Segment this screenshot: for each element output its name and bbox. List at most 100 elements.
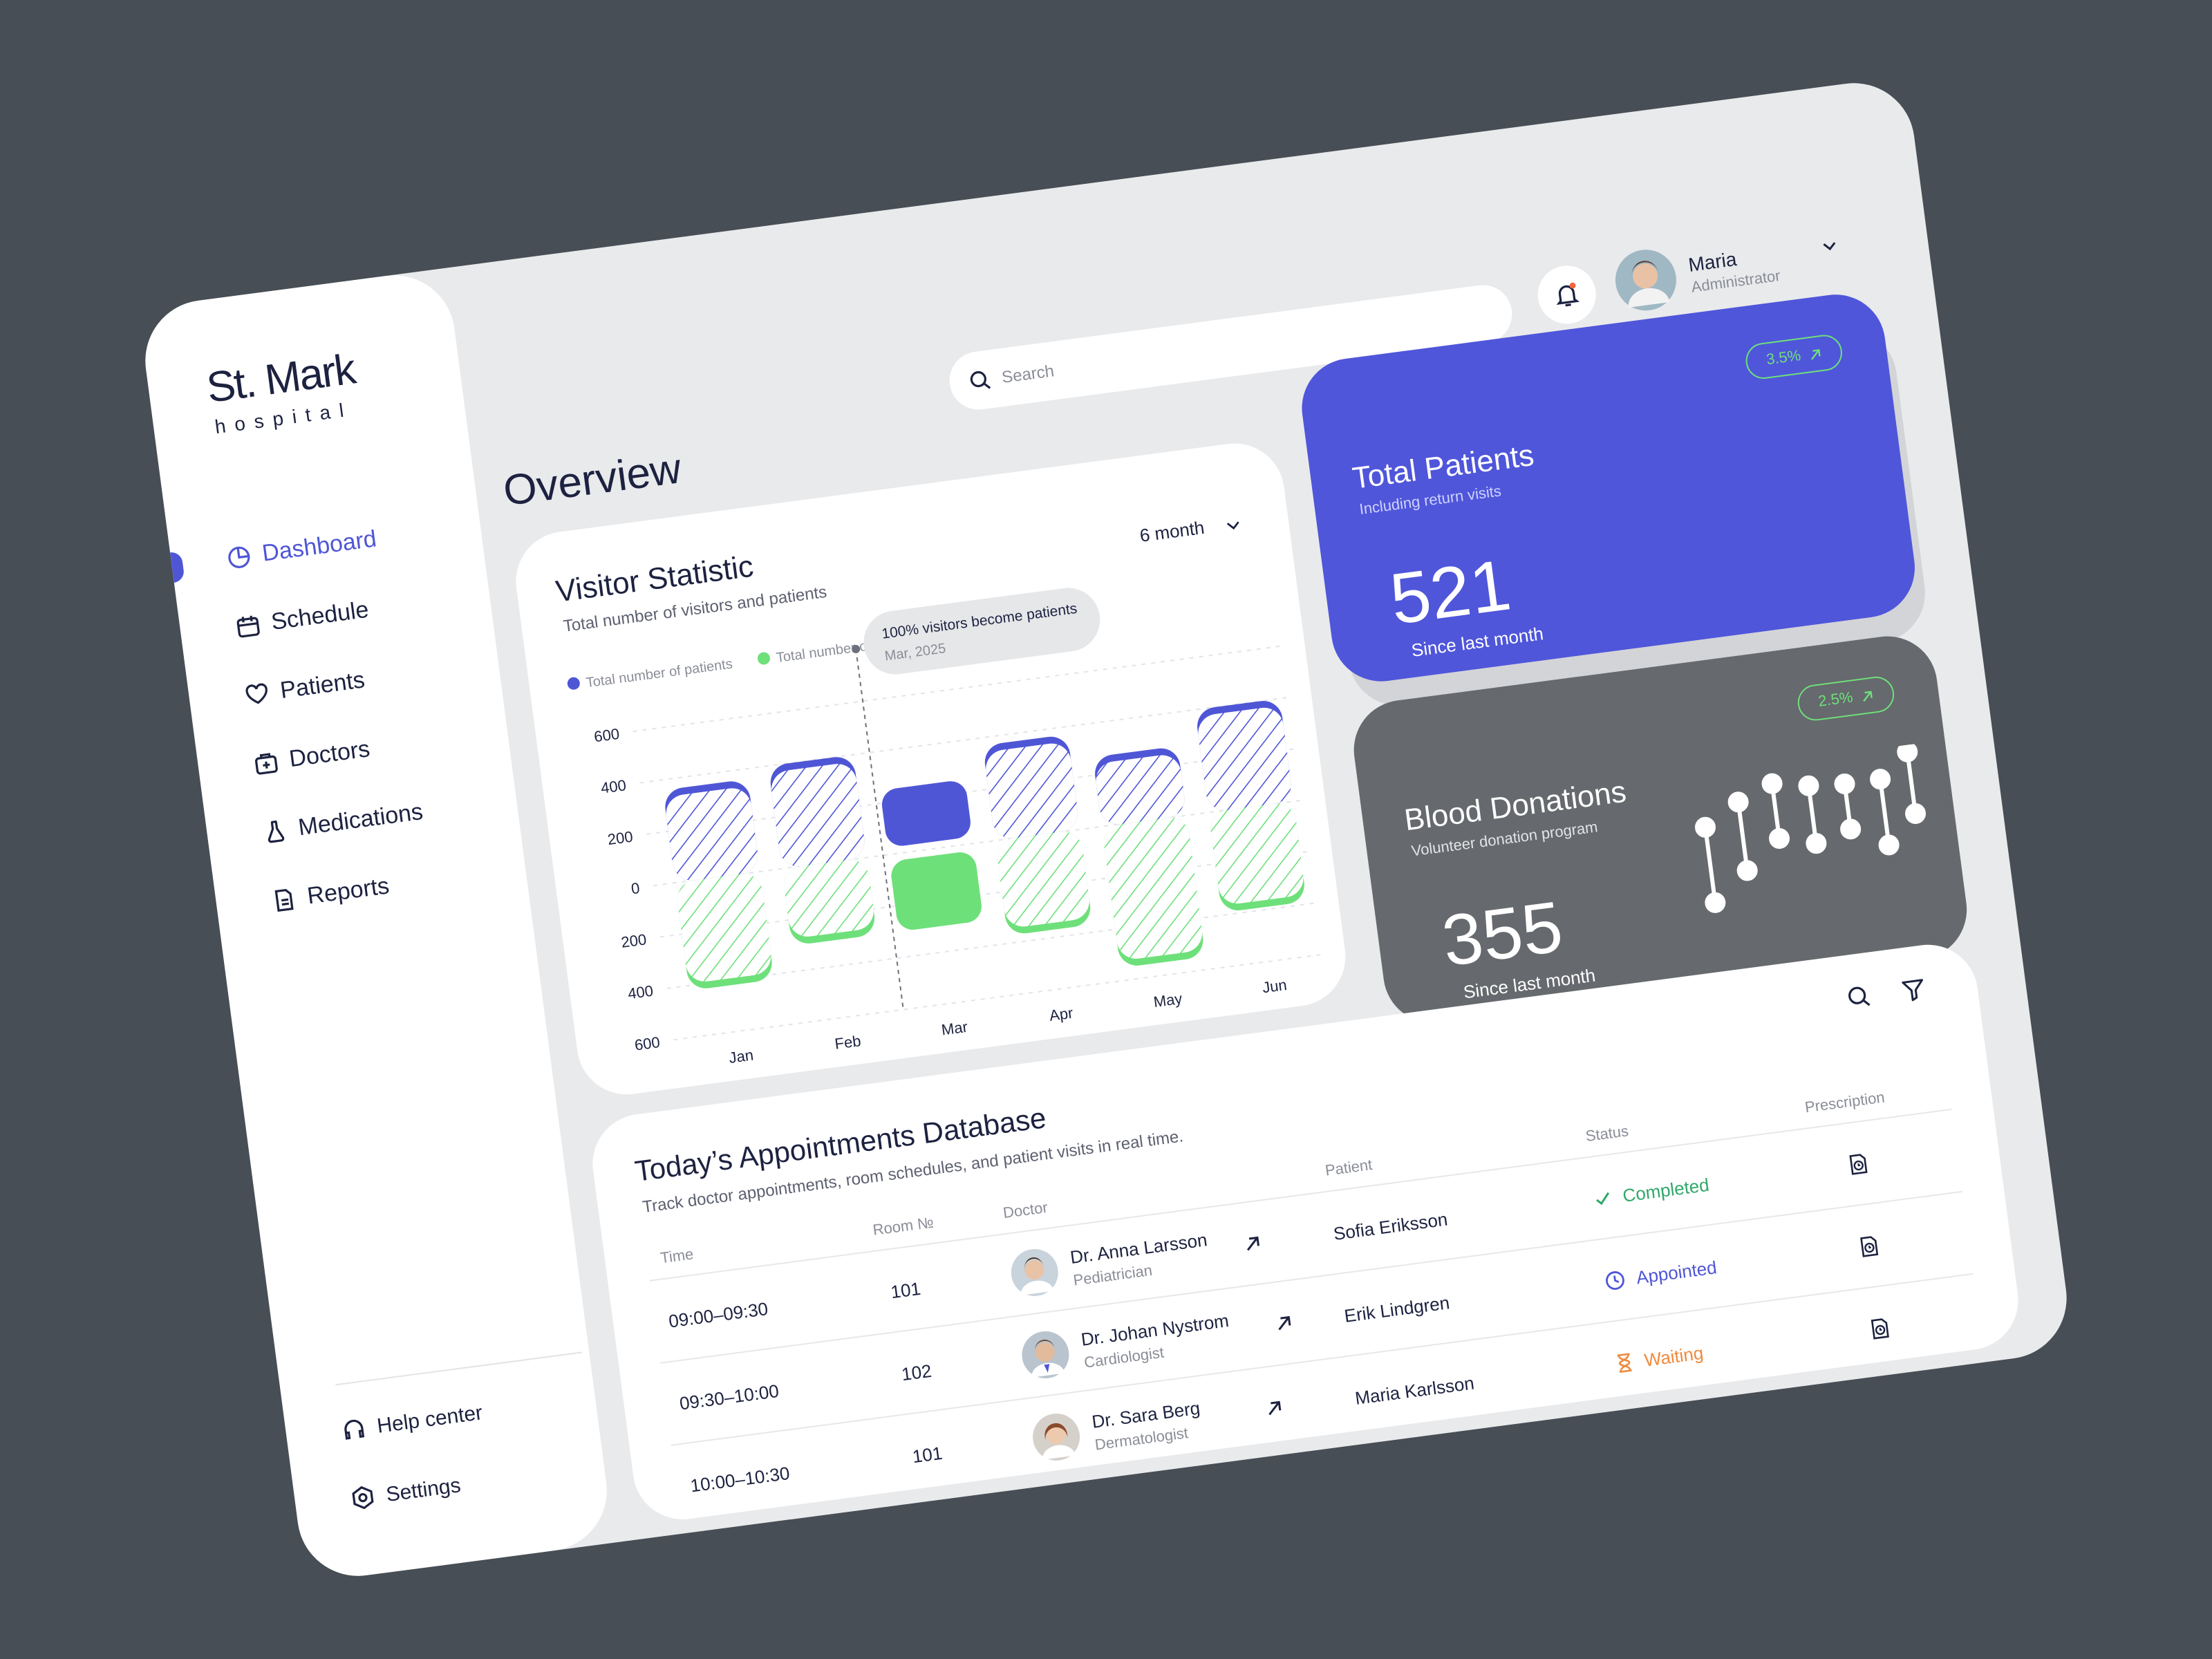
chevron	[1226, 521, 1239, 530]
tooltip	[863, 588, 1100, 675]
cell-doctor: Dr. Johan Nystrom Cardiologist	[1017, 1289, 1235, 1399]
change-badge: 3.5%	[1743, 332, 1845, 382]
icon	[344, 1419, 365, 1440]
prescription-button[interactable]	[1846, 1152, 1871, 1177]
open-link[interactable]	[1244, 1235, 1262, 1253]
nav-item[interactable]: Help center	[340, 1400, 484, 1443]
cell-doctor: Dr. Anna Larsson Pediatrician	[1006, 1208, 1214, 1316]
bar	[881, 781, 971, 846]
grid-line	[659, 850, 1311, 938]
dashboard: St. Mark hospital Dashboard Schedule Pat…	[138, 75, 2074, 1584]
sparkline	[1638, 413, 1860, 595]
open-link[interactable]	[1275, 1314, 1293, 1333]
doctor-avatar	[1022, 1331, 1069, 1378]
bell-icon	[1556, 282, 1580, 307]
table-row: 10:00–10:30 101 Dr. Sara Berg Dermatologi…	[671, 1273, 1985, 1526]
status-icon	[1605, 1271, 1624, 1289]
doctor-avatar	[1011, 1248, 1058, 1296]
column-header: Patient	[1324, 1156, 1374, 1180]
cell-time: 09:00–09:30	[667, 1297, 769, 1331]
grid-line	[646, 747, 1298, 835]
table-row: 09:30–10:00 102 Dr. Johan Nystrom Cardiol…	[660, 1190, 1974, 1446]
x-tick-label: Jun	[1262, 976, 1288, 996]
chart: Visitor Statistic Total number of visito…	[554, 517, 1325, 1067]
nav-item[interactable]: Schedule	[234, 597, 371, 641]
cell-status: Appointed	[1600, 1226, 1722, 1322]
prescription-button[interactable]	[1857, 1234, 1882, 1259]
icon	[245, 683, 268, 704]
bar	[784, 859, 874, 937]
y-tick-label: 600	[593, 725, 621, 746]
grid-line	[673, 953, 1325, 1041]
cell-patient: Erik Lindgren	[1342, 1291, 1451, 1326]
period-select[interactable]: 6 month	[1138, 517, 1206, 546]
nav-item[interactable]: Reports	[270, 872, 391, 915]
x-tick-label: Feb	[834, 1032, 862, 1053]
nav-label: Medications	[297, 798, 425, 841]
change-value: 3.5%	[1765, 348, 1802, 369]
cell-doctor: Dr. Sara Berg Dermatologist	[1028, 1377, 1207, 1481]
y-tick-label: 400	[627, 982, 655, 1003]
divider	[335, 1351, 583, 1386]
nav-label: Patients	[279, 666, 366, 704]
user-menu[interactable]: Maria Administrator	[1612, 225, 1843, 315]
tooltip-line	[855, 648, 904, 1010]
table-filter-button[interactable]	[1900, 975, 1927, 1003]
column-header: Doctor	[1002, 1199, 1049, 1223]
cell-time: 09:30–10:00	[678, 1379, 780, 1414]
arrow-icon	[1810, 348, 1821, 359]
icon	[255, 753, 278, 775]
nav-label: Settings	[384, 1473, 462, 1507]
status-icon	[1595, 1191, 1609, 1205]
open-link[interactable]	[1265, 1399, 1284, 1418]
cell-room: 101	[910, 1441, 944, 1467]
nav-item[interactable]: Settings	[349, 1472, 462, 1512]
total-patients-card: 3.5% Total Patients Including return vis…	[1295, 288, 1921, 688]
icon	[268, 820, 285, 843]
column-header: Time	[659, 1246, 695, 1268]
active-indicator	[170, 551, 185, 583]
notifications-button[interactable]	[1534, 262, 1600, 328]
doctor-avatar	[1033, 1413, 1080, 1461]
x-tick-label: Mar	[940, 1018, 968, 1039]
status-label: Appointed	[1635, 1256, 1718, 1288]
bar	[1198, 707, 1291, 811]
nav-label: Help center	[375, 1400, 484, 1438]
bar	[677, 874, 771, 982]
nav-item[interactable]: Patients	[243, 666, 367, 709]
search-placeholder: Search	[1000, 361, 1056, 387]
change-value: 2.5%	[1817, 689, 1854, 711]
grid-line	[639, 696, 1291, 784]
prescription-button[interactable]	[1868, 1316, 1893, 1341]
bar	[1104, 817, 1203, 959]
cell-status: Completed	[1588, 1143, 1714, 1240]
grid-line	[632, 645, 1284, 733]
nav-item[interactable]: Dashboard	[225, 525, 378, 572]
bar	[986, 743, 1078, 838]
lollipop-decoration	[1695, 743, 1927, 913]
blood-donations-card: 2.5% Blood Donations Volunteer donation …	[1347, 630, 1973, 1029]
column-header: Prescription	[1803, 1089, 1886, 1117]
search-icon	[970, 371, 991, 389]
column-header: Room №	[872, 1215, 935, 1239]
nav-label: Doctors	[288, 735, 372, 773]
sidebar: St. Mark hospital Dashboard Schedule Pat…	[138, 268, 615, 1584]
search-bar[interactable]: Search	[946, 281, 1516, 413]
x-tick-label: May	[1152, 990, 1183, 1011]
y-tick-label: 600	[634, 1033, 662, 1054]
arrow-icon	[1863, 690, 1873, 702]
nav-item[interactable]: Doctors	[252, 735, 372, 778]
status-icon	[1617, 1352, 1632, 1373]
card-title: Total Patients	[1350, 437, 1536, 496]
bar	[771, 764, 865, 867]
y-tick-label: 200	[620, 930, 648, 951]
cell-room: 102	[900, 1359, 933, 1385]
cell-room: 101	[889, 1277, 922, 1302]
table-search-button[interactable]	[1845, 983, 1873, 1011]
icon	[236, 615, 260, 638]
column-header: Status	[1584, 1123, 1630, 1146]
bar	[1210, 803, 1304, 904]
nav-item[interactable]: Medications	[261, 798, 425, 847]
change-badge: 2.5%	[1795, 674, 1897, 723]
avatar	[1615, 250, 1676, 311]
